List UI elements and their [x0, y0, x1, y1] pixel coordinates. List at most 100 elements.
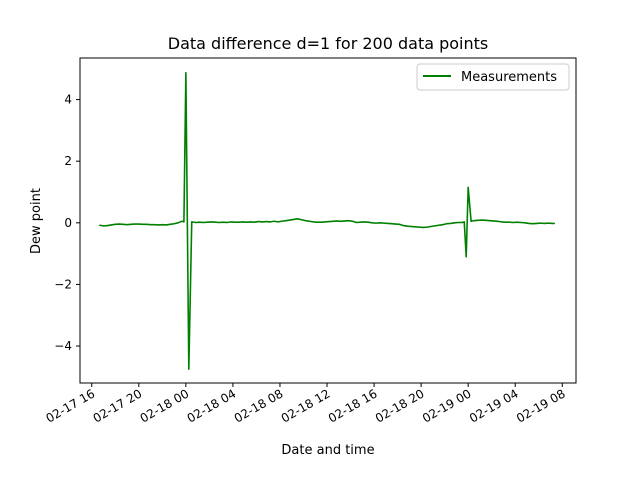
data-point [340, 220, 342, 222]
data-point [553, 222, 556, 225]
legend: Measurements [416, 63, 570, 91]
y-tick-label: 0 [64, 216, 72, 230]
data-point [320, 221, 322, 223]
data-point [383, 222, 385, 224]
data-point [359, 221, 361, 223]
data-point [551, 222, 554, 225]
data-point [261, 221, 263, 223]
legend-box [416, 63, 570, 91]
data-point [257, 220, 259, 223]
data-point [371, 222, 373, 224]
data-point [508, 221, 510, 223]
data-point [438, 224, 440, 226]
x-tick-label: 02-17 16 [44, 386, 98, 425]
data-point [426, 226, 428, 228]
x-tick-label: 02-17 20 [91, 386, 145, 425]
data-point [157, 224, 160, 226]
data-point [285, 220, 287, 222]
data-point [253, 221, 256, 223]
x-tick-label: 02-18 00 [138, 386, 192, 425]
data-point [198, 221, 201, 223]
data-point [544, 222, 546, 225]
data-point [99, 224, 101, 226]
x-tick-label: 02-18 04 [185, 386, 239, 425]
data-point [387, 222, 389, 225]
data-point [328, 220, 330, 223]
data-point [332, 220, 334, 222]
y-tick-label: 2 [64, 154, 72, 168]
data-point [391, 223, 393, 225]
data-point [191, 221, 193, 223]
y-tick-label: −2 [54, 277, 72, 291]
data-point [504, 221, 507, 223]
data-point [146, 223, 148, 225]
data-point [153, 224, 156, 226]
data-point [183, 221, 185, 223]
data-point [234, 221, 236, 223]
y-tick-label: 4 [64, 93, 72, 107]
data-point [463, 221, 465, 223]
data-point [106, 224, 109, 227]
x-tick-label: 02-18 20 [373, 386, 427, 425]
data-point [300, 219, 303, 221]
data-point [500, 221, 503, 223]
data-point [363, 221, 365, 223]
data-point [118, 223, 120, 225]
data-point [446, 223, 448, 225]
data-point [188, 368, 190, 370]
plot-frame [79, 57, 577, 384]
data-point [277, 221, 279, 223]
chart-title: Data difference d=1 for 200 data points [168, 34, 489, 53]
data-point [138, 223, 140, 225]
data-point [467, 186, 469, 188]
data-point [422, 226, 424, 229]
data-point [410, 225, 412, 228]
data-point [367, 221, 369, 223]
data-point [177, 222, 179, 224]
x-axis-label: Date and time [281, 443, 374, 458]
x-tick-label: 02-18 12 [279, 386, 333, 425]
data-point [351, 220, 354, 222]
data-point [336, 220, 338, 222]
data-point [430, 225, 432, 228]
data-point [461, 221, 463, 224]
data-point [114, 223, 116, 225]
x-tick-label: 02-19 08 [514, 386, 568, 425]
data-point [316, 221, 318, 223]
data-point [485, 219, 487, 221]
data-point [493, 220, 495, 222]
x-tick-label: 02-19 00 [420, 386, 474, 425]
data-point [496, 220, 499, 222]
data-point [181, 220, 183, 222]
y-tick-label: −4 [54, 339, 72, 353]
data-point [102, 225, 105, 227]
data-point [395, 223, 397, 225]
data-point [281, 220, 283, 222]
data-point [512, 221, 514, 224]
x-tick-label: 02-19 04 [467, 386, 521, 425]
data-point [246, 221, 248, 223]
x-tick-label: 02-18 16 [326, 386, 380, 425]
y-axis: −4 −2 0 2 4 [54, 93, 80, 353]
data-point [214, 221, 216, 223]
legend-label: Measurements [461, 70, 557, 85]
data-point [265, 220, 267, 223]
data-point [173, 223, 175, 225]
data-point [524, 222, 526, 224]
data-point [230, 221, 232, 223]
data-point [528, 222, 530, 225]
data-point [304, 220, 307, 222]
data-point [414, 226, 416, 228]
data-point [347, 220, 350, 222]
data-point [134, 223, 136, 225]
data-point [442, 224, 444, 226]
data-point [169, 223, 171, 225]
data-point [273, 220, 275, 222]
data-point [375, 222, 377, 224]
data-point [532, 223, 534, 225]
data-point [142, 223, 144, 225]
data-point [449, 222, 452, 225]
data-point [402, 224, 405, 227]
data-point [185, 72, 187, 74]
